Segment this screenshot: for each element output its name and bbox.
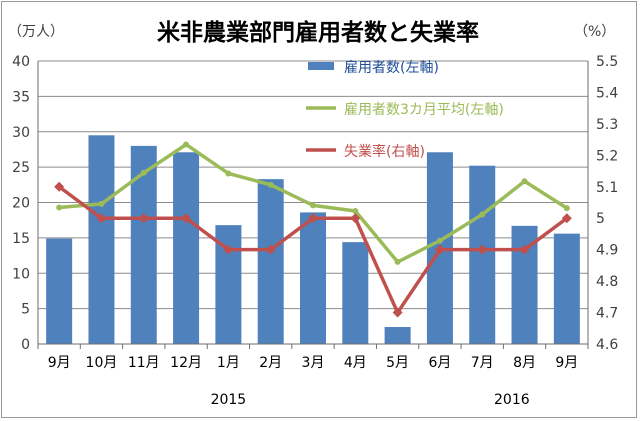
legend-label: 雇用者数3カ月平均(左軸) bbox=[344, 101, 504, 118]
line-point bbox=[479, 211, 486, 218]
line-point bbox=[54, 181, 65, 192]
line-point bbox=[310, 202, 316, 209]
line-point bbox=[392, 307, 403, 318]
left-tick-label: 0 bbox=[21, 337, 30, 353]
left-tick-label: 20 bbox=[12, 196, 30, 212]
line-point bbox=[521, 178, 528, 185]
legend-swatch bbox=[308, 62, 334, 70]
left-tick-label: 15 bbox=[12, 231, 30, 247]
line-point bbox=[308, 213, 318, 224]
left-tick-label: 30 bbox=[12, 125, 30, 141]
line-point bbox=[183, 141, 190, 148]
left-axis-ticks: 0 5 10 15 20 25 30 35 40 bbox=[12, 54, 30, 353]
line-point bbox=[436, 237, 443, 244]
line-point bbox=[267, 181, 274, 188]
year-label: 2016 bbox=[494, 392, 530, 408]
year-label: 2015 bbox=[211, 392, 247, 408]
right-tick-label: 5 bbox=[596, 211, 605, 227]
bar bbox=[553, 233, 580, 344]
x-tick-label: 12月 bbox=[170, 355, 202, 371]
line-point bbox=[98, 200, 105, 207]
line-point bbox=[519, 244, 530, 255]
bar bbox=[342, 242, 369, 344]
line-point bbox=[56, 204, 63, 211]
line-series bbox=[54, 141, 572, 318]
line-point bbox=[434, 244, 445, 255]
year-labels: 2015 2016 bbox=[211, 392, 530, 408]
line-point bbox=[561, 213, 572, 224]
chart-title: 米非農業部門雇用者数と失業率 bbox=[157, 19, 479, 46]
legend: 雇用者数(左軸) 雇用者数3カ月平均(左軸) 失業率(右軸) bbox=[306, 59, 504, 160]
line-point bbox=[140, 169, 147, 176]
line-point bbox=[225, 170, 232, 177]
left-tick-label: 35 bbox=[12, 89, 30, 105]
line-point bbox=[394, 258, 401, 265]
right-tick-label: 4.8 bbox=[596, 274, 618, 290]
x-tick-label: 10月 bbox=[86, 355, 118, 371]
x-tick-label: 9月 bbox=[48, 355, 71, 371]
bar bbox=[300, 212, 326, 344]
line-point bbox=[477, 244, 488, 255]
line-point bbox=[265, 244, 276, 255]
left-tick-label: 25 bbox=[12, 160, 30, 176]
legend-label: 失業率(右軸) bbox=[344, 143, 425, 160]
bar bbox=[88, 135, 115, 344]
legend-label: 雇用者数(左軸) bbox=[344, 59, 439, 76]
x-tick-label: 8月 bbox=[513, 355, 536, 371]
right-tick-label: 4.9 bbox=[596, 243, 618, 259]
right-tick-label: 5.5 bbox=[596, 54, 618, 70]
left-tick-label: 10 bbox=[12, 266, 30, 282]
bar bbox=[469, 165, 496, 344]
line-point bbox=[350, 213, 361, 224]
x-tick-label: 2月 bbox=[259, 355, 282, 371]
line-point bbox=[96, 213, 107, 224]
bar bbox=[257, 179, 284, 344]
right-tick-label: 5.3 bbox=[596, 117, 618, 133]
left-axis-unit-label: （万人） bbox=[8, 24, 64, 40]
x-tick-label: 5月 bbox=[386, 355, 409, 371]
x-tick-label: 4月 bbox=[344, 355, 367, 371]
x-axis-ticks: 9月 10月 11月 12月 1月 2月 3月 4月 5月 6月 7月 8月 9月 bbox=[48, 355, 579, 371]
x-tick-label: 6月 bbox=[428, 355, 451, 371]
x-tick-label: 1月 bbox=[217, 355, 240, 371]
line-point bbox=[181, 213, 192, 224]
x-tick-label: 3月 bbox=[302, 355, 325, 371]
plot-axes bbox=[37, 61, 589, 349]
left-tick-label: 40 bbox=[12, 54, 30, 70]
right-tick-label: 5.4 bbox=[596, 85, 618, 101]
bar bbox=[384, 327, 411, 344]
bar-series bbox=[46, 135, 580, 344]
x-tick-label: 11月 bbox=[128, 355, 160, 371]
x-tick-label: 7月 bbox=[471, 355, 494, 371]
right-tick-label: 5.1 bbox=[596, 180, 618, 196]
bar bbox=[46, 238, 73, 344]
bar bbox=[173, 152, 200, 344]
line-point bbox=[138, 213, 149, 224]
line-point bbox=[563, 205, 570, 212]
right-tick-label: 5.2 bbox=[596, 148, 618, 164]
left-tick-label: 5 bbox=[21, 302, 30, 318]
right-axis-ticks: 4.6 4.7 4.8 4.9 5 5.1 5.2 5.3 5.4 5.5 bbox=[596, 54, 618, 353]
line-point bbox=[352, 207, 359, 214]
right-tick-label: 4.7 bbox=[596, 306, 618, 322]
right-axis-unit-label: （%） bbox=[574, 24, 615, 40]
x-tick-label: 9月 bbox=[555, 355, 578, 371]
right-tick-label: 4.6 bbox=[596, 337, 618, 353]
line-point bbox=[223, 244, 234, 255]
